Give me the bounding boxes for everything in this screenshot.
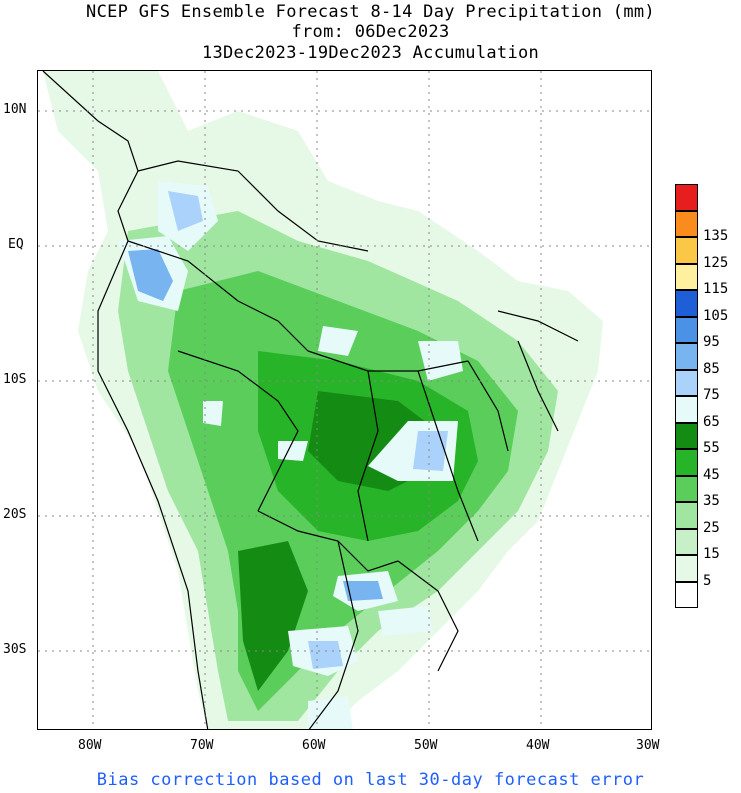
- colorbar-level-label: 35: [703, 493, 720, 509]
- lat-label-30s: 30S: [3, 642, 27, 657]
- lon-label-30w: 30W: [636, 738, 660, 753]
- colorbar-swatch: [675, 290, 698, 317]
- colorbar-level-label: 5: [703, 572, 712, 589]
- colorbar-swatch: [675, 210, 698, 237]
- colorbar-level-label: 125: [703, 254, 729, 271]
- colorbar-swatch: [675, 343, 698, 370]
- colorbar-swatch: [675, 396, 698, 423]
- map-title-line2: from: 06Dec2023: [291, 22, 450, 42]
- map-title-line3: 13Dec2023-19Dec2023 Accumulation: [201, 43, 540, 63]
- lat-label-eq: EQ: [8, 237, 24, 252]
- colorbar-swatch: [675, 263, 698, 290]
- colorbar-swatch: [675, 528, 698, 555]
- precipitation-map-canvas: [38, 71, 651, 729]
- colorbar-level-label: 95: [703, 334, 720, 350]
- colorbar-swatch: [675, 237, 698, 264]
- lon-label-50w: 50W: [414, 738, 438, 753]
- colorbar: [675, 184, 698, 608]
- lat-label-20s: 20S: [3, 507, 27, 522]
- colorbar-swatch: [675, 581, 698, 608]
- colorbar-swatch: [675, 184, 698, 211]
- colorbar-swatch: [675, 502, 698, 529]
- lon-label-40w: 40W: [526, 738, 550, 753]
- colorbar-level-label: 25: [703, 519, 720, 536]
- colorbar-level-label: 105: [703, 307, 729, 324]
- colorbar-swatch: [675, 555, 698, 582]
- lon-label-80w: 80W: [78, 738, 102, 753]
- colorbar-level-label: 135: [703, 228, 729, 244]
- colorbar-level-label: 85: [703, 360, 720, 377]
- colorbar-swatch: [675, 475, 698, 502]
- lat-label-10s: 10S: [3, 372, 27, 387]
- lat-label-10n: 10N: [3, 102, 27, 117]
- colorbar-level-label: 75: [703, 387, 720, 403]
- colorbar-level-label: 65: [703, 413, 720, 430]
- country-borders: [42, 71, 579, 729]
- colorbar-level-label: 45: [703, 466, 720, 483]
- bias-correction-note: Bias correction based on last 30-day for…: [96, 770, 645, 790]
- colorbar-level-label: 115: [703, 281, 729, 297]
- colorbar-swatch: [675, 316, 698, 343]
- colorbar-level-label: 15: [703, 546, 720, 562]
- map-title-line1: NCEP GFS Ensemble Forecast 8-14 Day Prec…: [86, 2, 655, 22]
- grid-lines: [38, 71, 651, 729]
- lon-label-60w: 60W: [302, 738, 326, 753]
- precipitation-map: [37, 70, 652, 730]
- colorbar-swatch: [675, 449, 698, 476]
- colorbar-swatch: [675, 422, 698, 449]
- lon-label-70w: 70W: [190, 738, 214, 753]
- colorbar-swatch: [675, 369, 698, 396]
- colorbar-level-label: 55: [703, 440, 720, 456]
